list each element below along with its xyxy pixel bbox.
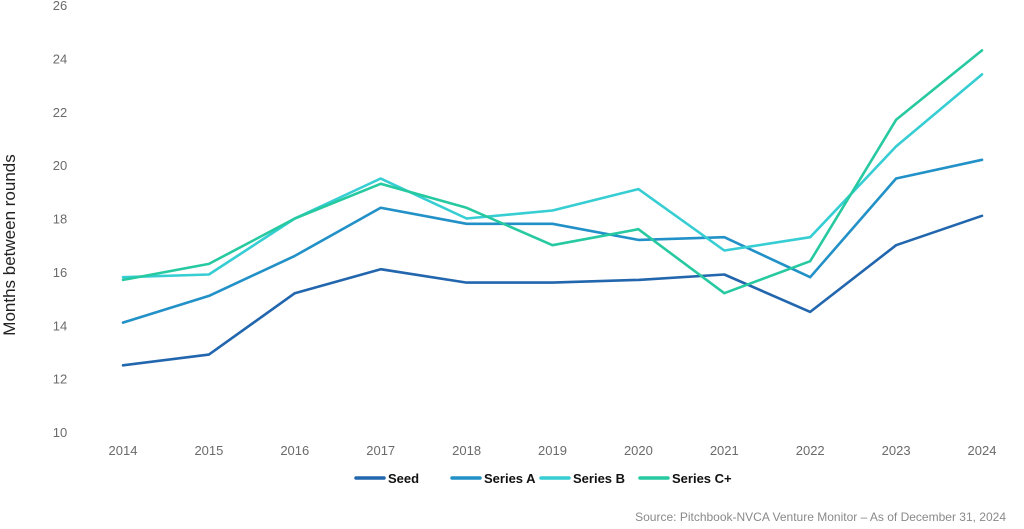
x-tick-label: 2021 [710,443,739,458]
x-tick-label: 2019 [538,443,567,458]
source-note: Source: Pitchbook-NVCA Venture Monitor –… [635,510,1006,524]
x-tick-label: 2024 [968,443,997,458]
series-line-series-c [121,49,984,295]
y-tick-label: 24 [53,51,67,66]
series-line-seed [121,214,984,367]
legend-label: Series A [484,471,536,486]
y-tick-label: 22 [53,105,67,120]
y-tick-label: 18 [53,212,67,227]
series-lines [121,49,984,367]
x-axis-ticks: 2014 2015 2016 2017 2018 2019 2020 2021 2022 2023… [109,443,997,458]
y-tick-label: 26 [53,0,67,13]
x-tick-label: 2022 [796,443,825,458]
y-tick-label: 12 [53,372,67,387]
y-tick-label: 10 [53,425,67,440]
x-tick-label: 2016 [280,443,309,458]
y-tick-label: 20 [53,158,67,173]
x-tick-label: 2020 [624,443,653,458]
y-axis-ticks: 10 12 14 16 18 20 22 24 26 [53,0,67,440]
legend-label: Seed [388,471,419,486]
x-tick-label: 2023 [882,443,911,458]
series-line-series-b [121,73,984,279]
x-tick-label: 2015 [194,443,223,458]
y-tick-label: 16 [53,265,67,280]
x-tick-label: 2014 [109,443,138,458]
x-tick-label: 2018 [452,443,481,458]
y-tick-label: 14 [53,318,67,333]
series-line-series-a [121,158,984,324]
y-axis-title: Months between rounds [0,154,19,335]
legend: Seed Series A Series B Series C+ [354,471,732,486]
legend-label: Series C+ [672,471,732,486]
x-tick-label: 2017 [366,443,395,458]
legend-label: Series B [573,471,625,486]
